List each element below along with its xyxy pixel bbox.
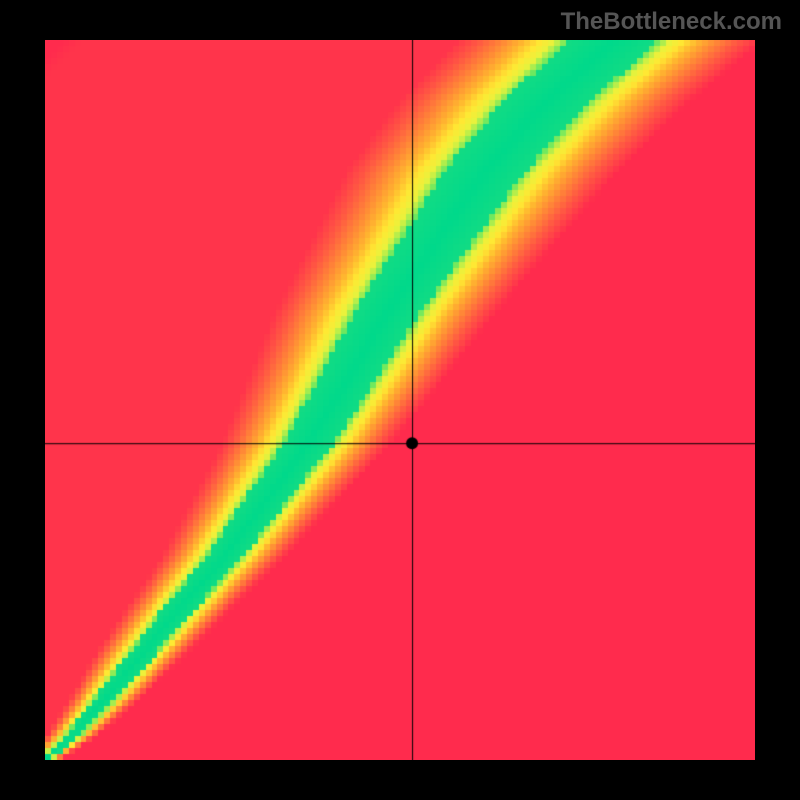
bottleneck-heatmap	[45, 40, 755, 760]
watermark-text: TheBottleneck.com	[561, 8, 782, 36]
root-container: TheBottleneck.com	[0, 0, 800, 800]
